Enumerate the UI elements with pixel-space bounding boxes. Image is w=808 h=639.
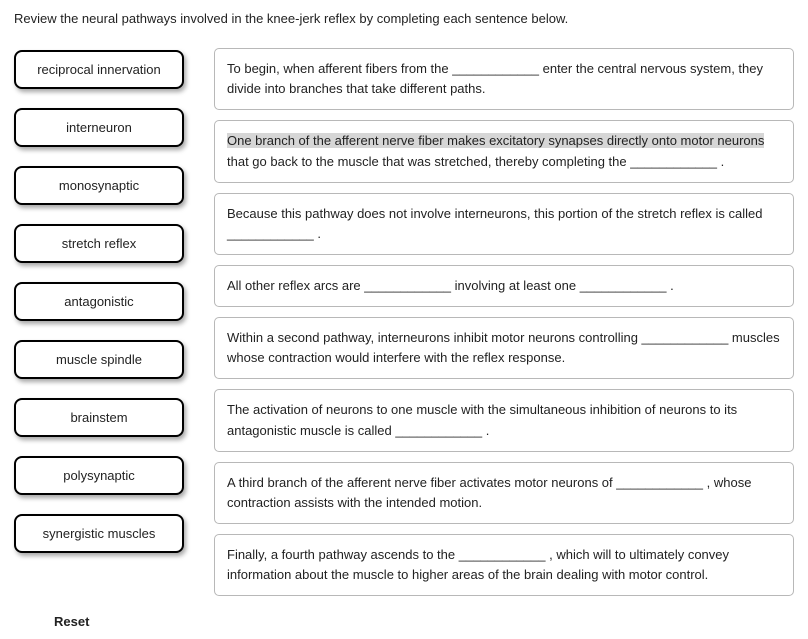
term-synergistic-muscles[interactable]: synergistic muscles — [14, 514, 184, 553]
main-layout: reciprocal innervation interneuron monos… — [14, 48, 794, 596]
sentence-6[interactable]: The activation of neurons to one muscle … — [214, 389, 794, 451]
sentence-text: . — [482, 423, 489, 438]
sentences-column: To begin, when afferent fibers from the … — [214, 48, 794, 596]
instruction-text: Review the neural pathways involved in t… — [14, 10, 794, 28]
sentence-5[interactable]: Within a second pathway, interneurons in… — [214, 317, 794, 379]
sentence-4[interactable]: All other reflex arcs are ____________ i… — [214, 265, 794, 307]
sentence-2[interactable]: One branch of the afferent nerve fiber m… — [214, 120, 794, 182]
blank[interactable]: ____________ — [459, 547, 546, 562]
sentence-text: . — [314, 226, 321, 241]
terms-column: reciprocal innervation interneuron monos… — [14, 48, 184, 553]
sentence-text: A third branch of the afferent nerve fib… — [227, 475, 616, 490]
sentence-text: that go back to the muscle that was stre… — [227, 154, 630, 169]
blank[interactable]: ____________ — [395, 423, 482, 438]
reset-button[interactable]: Reset — [54, 614, 89, 629]
term-monosynaptic[interactable]: monosynaptic — [14, 166, 184, 205]
blank[interactable]: ____________ — [642, 330, 729, 345]
blank[interactable]: ____________ — [580, 278, 667, 293]
term-interneuron[interactable]: interneuron — [14, 108, 184, 147]
sentence-text: . — [717, 154, 724, 169]
sentence-text: Within a second pathway, interneurons in… — [227, 330, 642, 345]
blank[interactable]: ____________ — [452, 61, 539, 76]
sentence-text: . — [666, 278, 673, 293]
sentence-text: To begin, when afferent fibers from the — [227, 61, 452, 76]
term-reciprocal-innervation[interactable]: reciprocal innervation — [14, 50, 184, 89]
sentence-3[interactable]: Because this pathway does not involve in… — [214, 193, 794, 255]
sentence-1[interactable]: To begin, when afferent fibers from the … — [214, 48, 794, 110]
highlighted-text: One branch of the afferent nerve fiber m… — [227, 133, 764, 148]
sentence-text: All other reflex arcs are — [227, 278, 364, 293]
sentence-text: Because this pathway does not involve in… — [227, 206, 762, 221]
term-stretch-reflex[interactable]: stretch reflex — [14, 224, 184, 263]
term-polysynaptic[interactable]: polysynaptic — [14, 456, 184, 495]
sentence-text: Finally, a fourth pathway ascends to the — [227, 547, 459, 562]
blank[interactable]: ____________ — [364, 278, 451, 293]
term-muscle-spindle[interactable]: muscle spindle — [14, 340, 184, 379]
blank[interactable]: ____________ — [616, 475, 703, 490]
term-antagonistic[interactable]: antagonistic — [14, 282, 184, 321]
term-brainstem[interactable]: brainstem — [14, 398, 184, 437]
blank[interactable]: ____________ — [630, 154, 717, 169]
sentence-7[interactable]: A third branch of the afferent nerve fib… — [214, 462, 794, 524]
blank[interactable]: ____________ — [227, 226, 314, 241]
sentence-8[interactable]: Finally, a fourth pathway ascends to the… — [214, 534, 794, 596]
sentence-text: involving at least one — [451, 278, 580, 293]
